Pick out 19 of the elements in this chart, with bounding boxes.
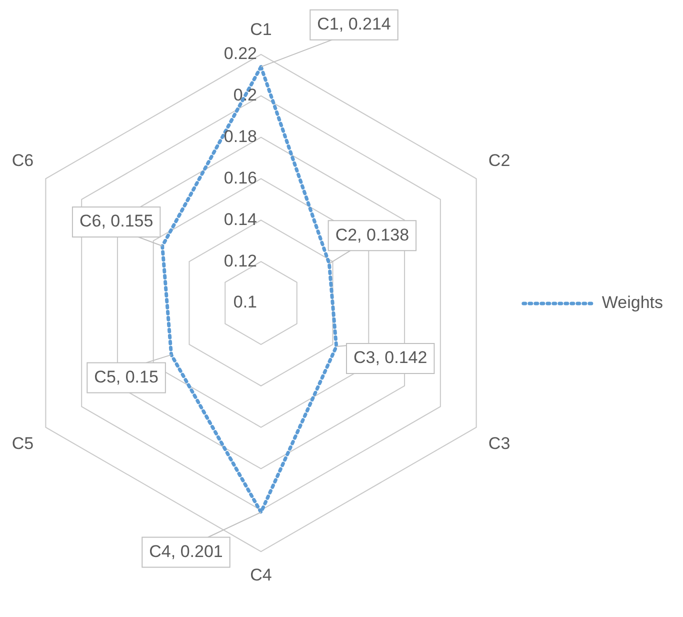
- data-label: C4, 0.201: [149, 542, 223, 561]
- legend-label: Weights: [602, 293, 664, 312]
- y-tick-label: 0.22: [224, 44, 257, 64]
- y-tick-label: 0.16: [224, 168, 257, 188]
- data-label: C5, 0.15: [94, 367, 158, 386]
- y-tick-label: 0.1: [233, 292, 257, 312]
- y-tick-label: 0.18: [224, 126, 257, 146]
- data-label: C2, 0.138: [335, 225, 410, 244]
- spoke-label: C5: [12, 434, 34, 454]
- spoke-label: C3: [488, 434, 510, 454]
- data-label: C1, 0.214: [317, 14, 391, 34]
- data-label: C6, 0.155: [79, 212, 154, 231]
- y-tick-label: 0.14: [224, 210, 257, 229]
- data-label: C3, 0.142: [353, 348, 428, 368]
- spoke-label: C2: [488, 151, 510, 170]
- spoke-label: C4: [250, 565, 272, 584]
- spoke-label: C6: [12, 151, 34, 170]
- spoke-label: C1: [250, 20, 272, 39]
- y-tick-label: 0.12: [224, 251, 257, 270]
